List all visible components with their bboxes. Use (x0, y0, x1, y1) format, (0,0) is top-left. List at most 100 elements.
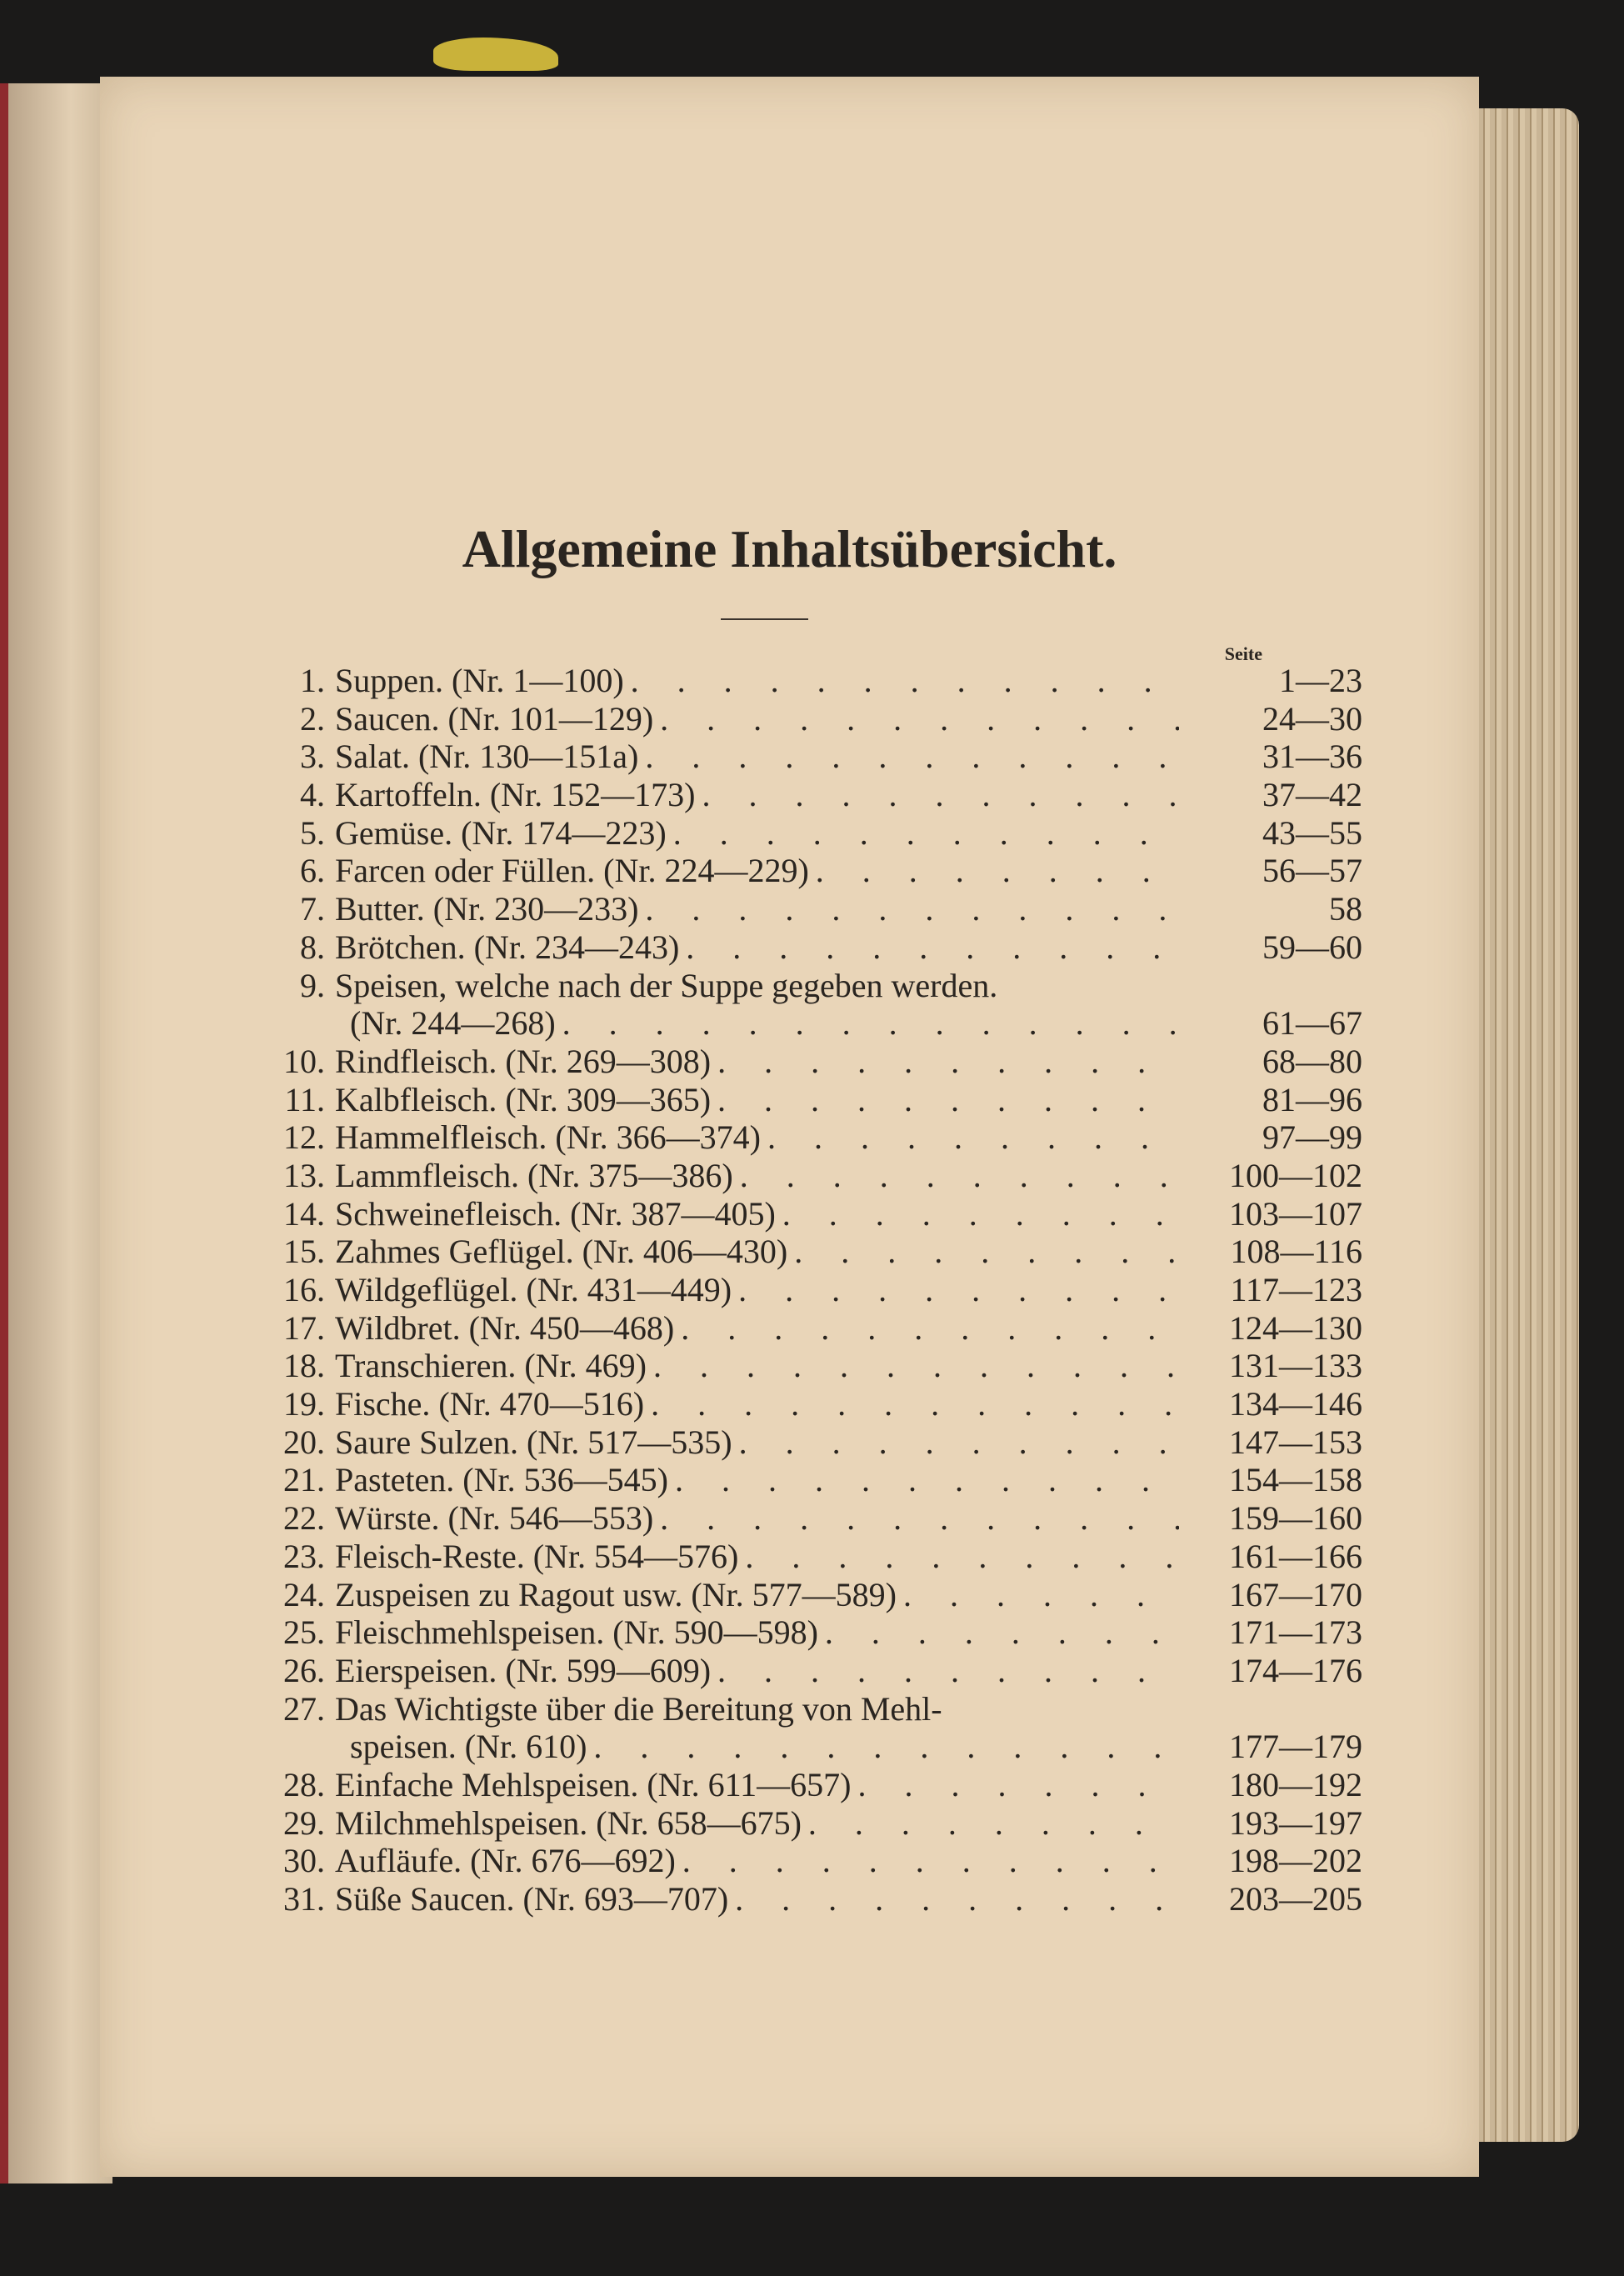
entry-text-wrap: Gemüse. (Nr. 174—223) (335, 814, 1179, 853)
toc-entry: 8. Brötchen. (Nr. 234—243) 59—60 (250, 928, 1362, 967)
entry-number: 31. (283, 1880, 325, 1918)
entry-title: Suppen. (Nr. 1—100) (335, 662, 624, 699)
entry-title: Fleisch-Reste. (Nr. 554—576) (335, 1537, 739, 1575)
dot-leader (681, 1309, 1179, 1348)
entry-text-wrap: Salat. (Nr. 130—151a) (335, 738, 1179, 776)
bookmark-ribbon (433, 38, 558, 71)
dot-leader (782, 1195, 1179, 1233)
entry-pages: 97—99 (1262, 1118, 1362, 1157)
entry-number: 2. (300, 699, 325, 738)
entry-number: 19. (283, 1385, 325, 1423)
entry-number: 5. (300, 813, 325, 852)
entry-pages: 171—173 (1229, 1613, 1362, 1652)
entry-number: 17. (283, 1308, 325, 1347)
entry-text-wrap: Fleisch-Reste. (Nr. 554—576) (335, 1538, 1179, 1576)
entry-pages: 203—205 (1229, 1880, 1362, 1918)
entry-number: 25. (283, 1613, 325, 1652)
entry-text-wrap: Rindfleisch. (Nr. 269—308) (335, 1043, 1179, 1081)
entry-text-wrap: Brötchen. (Nr. 234—243) (335, 928, 1179, 967)
dot-leader (631, 662, 1179, 700)
entry-number: 20. (283, 1423, 325, 1461)
dot-leader (857, 1766, 1179, 1804)
entry-pages: 56—57 (1262, 852, 1362, 890)
toc-entry: 27. Das Wichtigste über die Bereitung von… (250, 1690, 1362, 1728)
page-edges (1467, 108, 1579, 2142)
entry-title-continued: speisen. (Nr. 610) (350, 1728, 587, 1766)
entry-text-wrap: Wildgeflügel. (Nr. 431—449) (335, 1271, 1179, 1309)
toc-entry: 24. Zuspeisen zu Ragout usw. (Nr. 577—589… (250, 1576, 1362, 1614)
entry-text-wrap: Farcen oder Füllen. (Nr. 224—229) (335, 852, 1179, 890)
entry-title: Süße Saucen. (Nr. 693—707) (335, 1880, 729, 1918)
title-divider (721, 618, 808, 620)
dot-leader (660, 700, 1179, 738)
entry-number-spacer (250, 1004, 335, 1043)
entry-number: 15. (283, 1233, 325, 1271)
toc-entry: 21. Pasteten. (Nr. 536—545) 154—158 (250, 1461, 1362, 1499)
entry-number: 1. (300, 662, 325, 699)
entry-pages: 174—176 (1229, 1651, 1362, 1689)
dot-leader (767, 1118, 1179, 1157)
toc-entry: 15. Zahmes Geflügel. (Nr. 406—430) 108—116 (250, 1233, 1362, 1271)
entry-number: 23. (283, 1537, 325, 1575)
dot-leader (645, 890, 1179, 928)
entry-text-wrap: Zuspeisen zu Ragout usw. (Nr. 577—589) (335, 1576, 1179, 1614)
entry-pages: 124—130 (1229, 1308, 1362, 1347)
entry-number: 10. (283, 1042, 325, 1080)
entry-pages: 61—67 (1262, 1004, 1362, 1043)
entry-number: 24. (283, 1575, 325, 1613)
toc-entry: 4. Kartoffeln. (Nr. 152—173) 37—42 (250, 776, 1362, 814)
entry-title: Milchmehlspeisen. (Nr. 658—675) (335, 1803, 802, 1842)
entry-text-wrap: Transchieren. (Nr. 469) (335, 1347, 1179, 1385)
entry-title: Brötchen. (Nr. 234—243) (335, 928, 680, 966)
entry-text-wrap: Aufläufe. (Nr. 676—692) (335, 1842, 1179, 1880)
dot-leader (653, 1347, 1179, 1385)
dot-leader (740, 1157, 1179, 1195)
toc-entry: 31. Süße Saucen. (Nr. 693—707) 203—205 (250, 1880, 1362, 1918)
entry-number: 3. (300, 738, 325, 776)
toc-entry: 17. Wildbret. (Nr. 450—468) 124—130 (250, 1309, 1362, 1348)
entry-pages: 100—102 (1229, 1156, 1362, 1194)
entry-pages: 154—158 (1229, 1461, 1362, 1499)
entry-pages: 134—146 (1229, 1385, 1362, 1423)
dot-leader (673, 814, 1179, 853)
entry-text-wrap: Einfache Mehlspeisen. (Nr. 611—657) (335, 1766, 1179, 1804)
page-column-header: Seite (1224, 643, 1262, 664)
entry-text-wrap: Würste. (Nr. 546—553) (335, 1499, 1179, 1538)
toc-entry: 30. Aufläufe. (Nr. 676—692) 198—202 (250, 1842, 1362, 1880)
dot-leader (651, 1385, 1179, 1423)
entry-title: Das Wichtigste über die Bereitung von Me… (335, 1689, 942, 1728)
toc-entry: 12. Hammelfleisch. (Nr. 366—374) 97—99 (250, 1118, 1362, 1157)
entry-number: 18. (283, 1347, 325, 1385)
entry-pages: 43—55 (1262, 813, 1362, 852)
entry-text-wrap: Schweinefleisch. (Nr. 387—405) (335, 1195, 1179, 1233)
entry-number: 29. (283, 1803, 325, 1842)
dot-leader (825, 1613, 1179, 1652)
toc-entry: 9. Speisen, welche nach der Suppe gegeben… (250, 967, 1362, 1005)
entry-pages: 24—30 (1262, 699, 1362, 738)
table-of-contents: 1. Suppen. (Nr. 1—100) 1—23 2. Saucen. (Nr. … (250, 662, 1362, 1918)
entry-title: Wildgeflügel. (Nr. 431—449) (335, 1271, 732, 1308)
entry-text-wrap: Saucen. (Nr. 101—129) (335, 700, 1179, 738)
entry-number: 30. (283, 1842, 325, 1880)
dot-leader (739, 1423, 1179, 1462)
entry-title: Kartoffeln. (Nr. 152—173) (335, 776, 696, 814)
toc-entry: 10. Rindfleisch. (Nr. 269—308) 68—80 (250, 1043, 1362, 1081)
entry-text-wrap: Saure Sulzen. (Nr. 517—535) (335, 1423, 1179, 1462)
toc-entry: 26. Eierspeisen. (Nr. 599—609) 174—176 (250, 1652, 1362, 1690)
toc-entry: 2. Saucen. (Nr. 101—129) 24—30 (250, 700, 1362, 738)
entry-pages: 31—36 (1262, 738, 1362, 776)
entry-title: Saucen. (Nr. 101—129) (335, 699, 654, 738)
entry-number-spacer (250, 1728, 335, 1766)
dot-leader (717, 1652, 1179, 1690)
entry-text-wrap: Suppen. (Nr. 1—100) (335, 662, 1179, 700)
toc-entry: 20. Saure Sulzen. (Nr. 517—535) 147—153 (250, 1423, 1362, 1462)
entry-number: 21. (283, 1461, 325, 1499)
entry-title: Eierspeisen. (Nr. 599—609) (335, 1651, 712, 1689)
toc-entry: 13. Lammfleisch. (Nr. 375—386) 100—102 (250, 1157, 1362, 1195)
dot-leader (593, 1728, 1179, 1766)
dot-leader (660, 1499, 1179, 1538)
toc-entry: 16. Wildgeflügel. (Nr. 431—449) 117—123 (250, 1271, 1362, 1309)
toc-entry-continuation: speisen. (Nr. 610) 177—179 (250, 1728, 1362, 1766)
entry-title-continued: (Nr. 244—268) (350, 1004, 556, 1043)
entry-text-wrap: Eierspeisen. (Nr. 599—609) (335, 1652, 1179, 1690)
